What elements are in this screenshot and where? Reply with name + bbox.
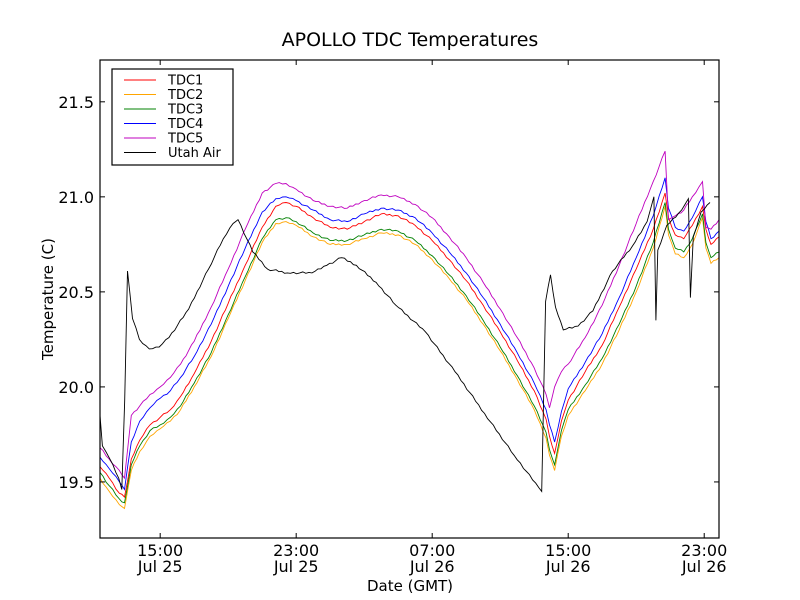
series-line-tdc2 [100,206,719,510]
x-tick-label-date: Jul 25 [137,557,183,576]
x-tick-label-time: 23:00 [681,541,727,560]
x-tick-label-time: 15:00 [137,541,183,560]
x-tick-label-time: 23:00 [273,541,319,560]
chart-title: APOLLO TDC Temperatures [282,29,539,51]
y-axis: 19.5 20.0 20.5 21.0 21.5 [58,93,719,492]
legend-label: TDC3 [167,103,203,118]
legend-item-tdc3: TDC3 [124,103,203,118]
x-tick-label-date: Jul 26 [681,557,727,576]
legend-item-utah-air: Utah Air [124,146,221,161]
x-tick-label-date: Jul 26 [545,557,591,576]
legend-item-tdc4: TDC4 [124,117,203,132]
series-layer [100,151,719,510]
series-line-tdc1 [100,192,719,499]
legend-label: TDC4 [167,117,203,132]
legend-item-tdc1: TDC1 [124,74,203,89]
x-tick-label-date: Jul 25 [273,557,319,576]
legend-item-tdc2: TDC2 [124,88,203,103]
legend-label: TDC5 [167,132,203,147]
x-axis-label: Date (GMT) [367,577,453,595]
y-tick-label: 21.0 [58,188,94,207]
x-tick-label-time: 15:00 [545,541,591,560]
plot-frame [99,59,720,539]
x-tick-label-date: Jul 26 [409,557,455,576]
y-tick-label: 19.5 [58,473,94,492]
series-line-tdc5 [100,151,719,480]
series-line-tdc3 [100,202,719,504]
legend-label: TDC2 [167,88,203,103]
y-tick-label: 21.5 [58,93,94,112]
legend-frame [111,68,234,166]
legend-label: Utah Air [168,146,221,161]
y-tick-label: 20.0 [58,378,94,397]
series-line-tdc4 [100,177,719,491]
y-tick-label: 20.5 [58,283,94,302]
legend-label: TDC1 [167,74,203,89]
legend-item-tdc5: TDC5 [124,132,203,147]
x-tick-label-time: 07:00 [409,541,455,560]
series-line-utah-air [100,196,711,493]
y-axis-label: Temperature (C) [39,238,57,361]
